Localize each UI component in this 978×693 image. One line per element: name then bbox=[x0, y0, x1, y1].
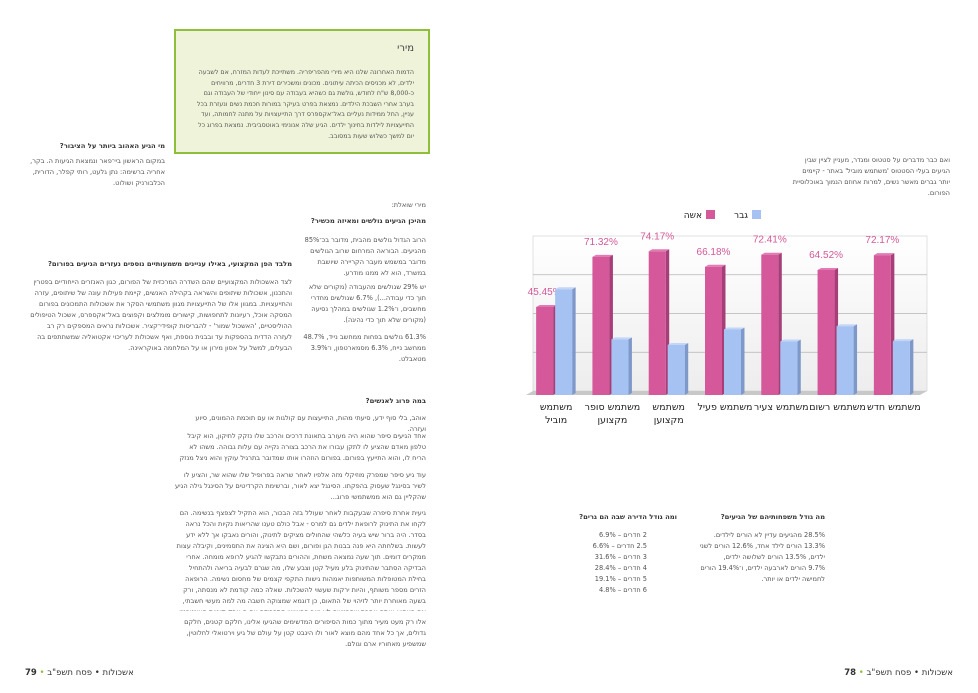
chart-category-label: משתמש רשום bbox=[809, 402, 866, 413]
chart-legend-label: גבר bbox=[734, 211, 748, 221]
answer-3-p3: עוד גיע סיפר שמפרק מוזיקלי מזה אלפיו לאח… bbox=[175, 471, 426, 501]
chart-bar-top bbox=[592, 254, 613, 257]
chart-bar bbox=[611, 339, 629, 395]
chart-bar-top bbox=[555, 287, 576, 290]
chart-bar-top bbox=[724, 327, 745, 330]
profile-box-body: הדמות האחרונה שלנו היא מירי מהפריפריה. מ… bbox=[196, 69, 414, 140]
chart-bar bbox=[648, 251, 666, 395]
chart-category-label: משתמש פעיל bbox=[697, 402, 752, 413]
chart-category-label: מוביל bbox=[545, 415, 567, 426]
chart-bar-top bbox=[536, 304, 557, 307]
chart-category-label: משתמש bbox=[540, 402, 573, 413]
chart-bar bbox=[536, 306, 554, 395]
chart-data-label: 64.52% bbox=[809, 250, 843, 261]
chart-bar-top bbox=[705, 264, 726, 267]
question-2: מלבד הפן המקצועי, באילו עניינים משמעותיי… bbox=[47, 260, 292, 268]
chart-bar bbox=[724, 329, 741, 395]
chart-category-label: משתמש סופר bbox=[585, 402, 641, 413]
rooms-stat: 2.5 חדרים – 6.6% bbox=[592, 542, 647, 550]
sidebar-answer: במקום הראשון ביי־פאר ונמצאת הגיעות ה. בק… bbox=[30, 157, 165, 187]
kids-stat: 28.5% מהגיעים עדיין לא הורים לילדים. bbox=[713, 531, 825, 539]
footer-bullet: • bbox=[39, 668, 45, 678]
rooms-stat: 3 חדרים – 31.6% bbox=[594, 553, 647, 561]
right-intro: ואם כבר מדברים על סטטוס ומגדר, מעניין לצ… bbox=[792, 156, 950, 197]
answer-1-p3: 61.3% גולשים בפחות ממחשב נייד, 48.7% ממח… bbox=[303, 333, 426, 363]
answer-3-p4: גיעית אחרת סיפרה שבעקבות לאחר שעולל בזה … bbox=[176, 509, 426, 611]
chart-data-label: 72.17% bbox=[865, 235, 899, 246]
profile-box-title: מירי bbox=[397, 43, 414, 54]
chart-legend-swatch bbox=[706, 210, 715, 219]
rooms-stat: 6 חדרים – 4.8% bbox=[598, 586, 647, 594]
chart-category-label: מקצוען bbox=[597, 415, 627, 426]
chart-category-label: משתמש צעיר bbox=[754, 402, 809, 413]
chart-bar-top bbox=[780, 339, 801, 342]
chart-bar-top bbox=[648, 249, 670, 252]
chart-bar-side bbox=[684, 342, 689, 395]
chart-bar bbox=[780, 341, 798, 395]
chart-bar-top bbox=[667, 342, 689, 345]
kids-stats-title: מה גודל משפחותיהם של הגיעים? bbox=[720, 513, 825, 521]
chart-bar bbox=[817, 269, 835, 395]
chart-bar-side bbox=[572, 287, 576, 395]
footer-bullet: • bbox=[858, 668, 864, 678]
question-3: במה פרוג לאנשים? bbox=[365, 397, 426, 405]
rooms-stat: 2 חדרים – 6.9% bbox=[598, 531, 647, 539]
gender-status-chart: 72.17% משתמש חדש 64.52% משתמש רשום 72.41% משת… bbox=[526, 210, 928, 426]
answer-3-p1: אוהב, בלי סוף ידע, סיעתי מהות, התייעצות … bbox=[195, 414, 426, 433]
chart-bar-side bbox=[853, 324, 858, 395]
answer-3-p5: אלו רק מעט מעיר מתוך כמות הסיפורים המדשי… bbox=[184, 618, 426, 648]
chart-category-label: משתמש bbox=[652, 402, 685, 413]
rooms-stat: 4 חדרים – 28.4% bbox=[594, 564, 647, 572]
page-number-right: 78 bbox=[844, 668, 857, 678]
rooms-stats-list: 2 חדרים – 6.9% 2.5 חדרים – 6.6% 3 חדרים … bbox=[552, 530, 647, 596]
answer-3-p2: אחד הגיעים סיפר שהוא היה מעורב בתאונת דר… bbox=[179, 432, 426, 462]
chart-bar-side bbox=[741, 327, 745, 395]
chart-bar-top bbox=[611, 337, 632, 340]
chart-bar bbox=[836, 326, 854, 395]
answer-1-p1: הרוב הגדול גולשים מהבית, מדובר בכ־85% מה… bbox=[304, 236, 426, 277]
chart-legend-swatch bbox=[752, 210, 761, 219]
chart-bar bbox=[592, 256, 610, 395]
rooms-stat: 5 חדרים – 19.1% bbox=[594, 575, 647, 583]
kids-stat: 9.7% הורים לארבעה ילדים, ו־19.4% הורים ל… bbox=[700, 564, 825, 583]
profile-box-miri: מירי הדמות האחרונה שלנו היא מירי מהפריפר… bbox=[174, 29, 430, 154]
chart-data-label: 66.18% bbox=[697, 247, 731, 258]
answer-1-p2: יש 29% שגולשים מהעבודה (מקורים שלא תוך כ… bbox=[308, 283, 426, 324]
chart-bar bbox=[892, 341, 910, 395]
rooms-stats-title: ומה גודל הדירה שבה הם גרים? bbox=[579, 513, 677, 521]
chart-data-label: 74.17% bbox=[640, 231, 674, 242]
chart-bar-side bbox=[909, 339, 914, 395]
chart-bar bbox=[761, 254, 779, 395]
chart-category-label: משתמש חדש bbox=[867, 402, 921, 413]
chart-bar bbox=[667, 344, 685, 395]
answer-2: לצד האשכולות המקצועיים שהם השדרה המרכזית… bbox=[30, 278, 292, 352]
chart-data-label: 72.41% bbox=[753, 235, 787, 246]
chart-category-label: מקצוען bbox=[654, 415, 684, 426]
chart-bar-top bbox=[761, 252, 782, 255]
chart-bar-top bbox=[836, 324, 858, 327]
chart-data-label: 71.32% bbox=[584, 237, 618, 248]
footer-left: 79 • אשכולות • פסח תשפ"ב bbox=[25, 668, 185, 678]
chart-bar-top bbox=[873, 253, 895, 256]
chart-bar bbox=[555, 289, 573, 395]
interview-intro: מירי שואלת: bbox=[391, 201, 426, 209]
question-1: מהיכן הגיעים גולשים ומאיזה מכשיר? bbox=[310, 217, 426, 225]
sidebar-question: מי הגיע האהוב ביותר על הציבור? bbox=[59, 142, 165, 150]
footer-right: אשכולות • פסח תשפ"ב • 78 bbox=[818, 668, 953, 678]
chart-bar bbox=[873, 255, 891, 395]
chart-bar-top bbox=[892, 339, 914, 342]
kids-stats-list: 28.5% מהגיעים עדיין לא הורים לילדים. 13.… bbox=[690, 530, 825, 585]
chart-legend-label: אשה bbox=[684, 211, 702, 221]
footer-text-left: אשכולות • פסח תשפ"ב bbox=[47, 668, 134, 678]
chart-bar-side bbox=[628, 337, 632, 395]
kids-stat: 13.3% הורים לילד אחד, 12.6% הורים לשני י… bbox=[699, 542, 825, 561]
page-number-left: 79 bbox=[25, 668, 37, 678]
chart-bar-side bbox=[797, 339, 801, 395]
chart-bar-top bbox=[817, 267, 839, 270]
footer-text-right: אשכולות • פסח תשפ"ב bbox=[866, 668, 954, 678]
chart-bar bbox=[705, 266, 722, 395]
chart-data-label: 45.45% bbox=[528, 287, 562, 298]
